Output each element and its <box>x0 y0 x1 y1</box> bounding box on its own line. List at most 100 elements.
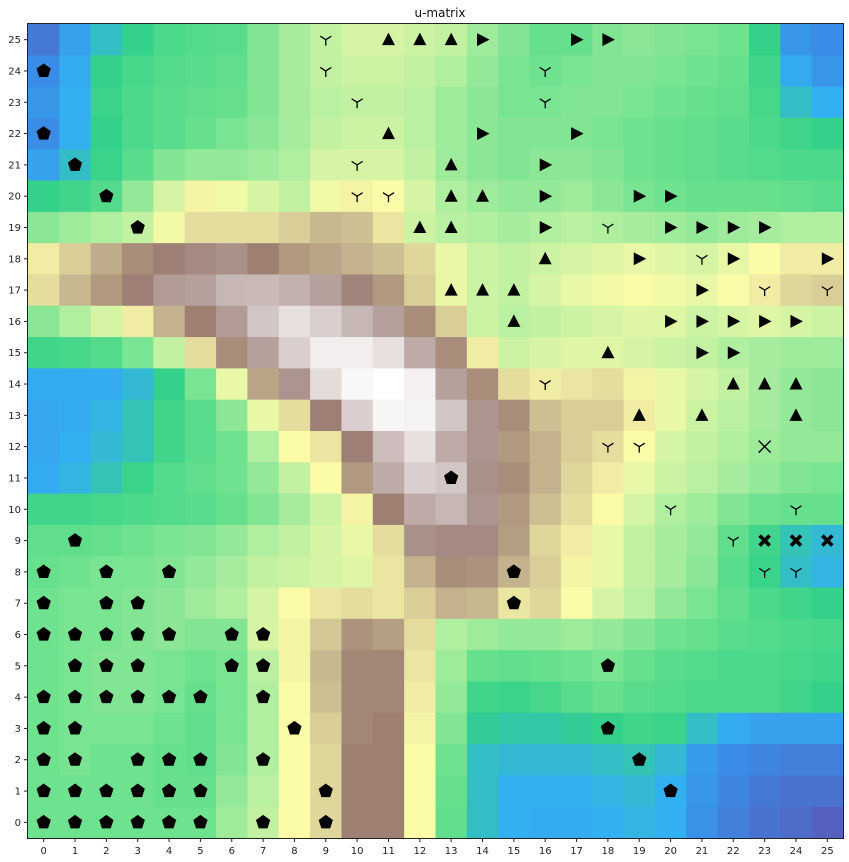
heatmap-cell <box>435 744 468 776</box>
heatmap-cell <box>404 556 437 589</box>
y-tick-label: 2 <box>15 755 21 766</box>
heatmap-cell <box>498 524 531 557</box>
heatmap-cell <box>372 618 405 651</box>
heatmap-cell <box>780 55 813 88</box>
heatmap-cell <box>466 86 499 119</box>
heatmap-cell <box>372 86 405 119</box>
heatmap-cell <box>686 493 719 526</box>
heatmap-cell <box>216 775 249 808</box>
heatmap-cell <box>592 305 625 338</box>
y-tick-label: 6 <box>15 630 21 641</box>
heatmap-cell <box>811 305 844 338</box>
heatmap-cell <box>372 399 405 432</box>
heatmap-cell <box>404 55 437 88</box>
x-tick-label: 8 <box>291 846 297 857</box>
pentagon-marker <box>36 63 51 78</box>
heatmap-cell <box>654 556 687 589</box>
heatmap-cell <box>153 493 186 526</box>
heatmap-cell <box>811 399 844 432</box>
x-tick-label: 24 <box>790 846 803 857</box>
heatmap-cell <box>780 180 813 213</box>
heatmap-cell <box>216 274 249 307</box>
heatmap-cell <box>560 462 593 495</box>
heatmap-cell <box>278 556 311 589</box>
heatmap-cell <box>686 806 719 839</box>
heatmap-cell <box>654 24 687 56</box>
heatmap-cell <box>560 493 593 526</box>
heatmap-cell <box>372 650 405 683</box>
heatmap-cell <box>216 399 249 432</box>
x-tick-label: 13 <box>445 846 458 857</box>
marker-layer <box>36 32 835 829</box>
heatmap-cell <box>623 681 656 714</box>
heatmap-cell <box>686 117 719 150</box>
x-tick-label: 23 <box>758 846 771 857</box>
x-tick-label: 18 <box>602 846 615 857</box>
heatmap-cell <box>560 368 593 401</box>
heatmap-cell <box>404 274 437 307</box>
heatmap-cell <box>654 117 687 150</box>
pentagon-marker <box>99 814 114 829</box>
heatmap-cell <box>592 243 625 276</box>
heatmap-cell <box>529 117 562 150</box>
heatmap-cell <box>592 399 625 432</box>
heatmap-cell <box>90 524 123 557</box>
heatmap-cell <box>623 149 656 182</box>
heatmap-cell <box>216 180 249 213</box>
heatmap-cell <box>560 274 593 307</box>
heatmap-cell <box>404 86 437 119</box>
heatmap-cell <box>372 712 405 745</box>
heatmap-cell <box>466 305 499 338</box>
heatmap-cell <box>686 712 719 745</box>
pentagon-marker <box>67 533 83 547</box>
triangle-up-marker <box>632 408 646 421</box>
heatmap-cell <box>404 243 437 276</box>
tri-down-marker <box>319 66 332 77</box>
heatmap-cell <box>310 180 343 213</box>
pentagon-marker <box>36 595 51 610</box>
heatmap-cell <box>780 274 813 307</box>
heatmap-cell <box>780 86 813 119</box>
heatmap-cell <box>623 556 656 589</box>
triangle-up-marker <box>444 283 458 296</box>
heatmap-cell <box>59 180 92 213</box>
pentagon-marker <box>99 188 114 203</box>
heatmap-cell <box>811 55 844 88</box>
heatmap-cell <box>184 117 217 150</box>
heatmap-cell <box>341 806 374 839</box>
heatmap-cell <box>466 806 499 839</box>
heatmap-cell <box>435 55 468 88</box>
heatmap-cell <box>184 712 217 745</box>
heatmap-cell <box>592 775 625 808</box>
heatmap-cell <box>404 305 437 338</box>
heatmap-cell <box>153 117 186 150</box>
heatmap-cell <box>153 587 186 620</box>
heatmap-cell <box>310 681 343 714</box>
heatmap-cell <box>717 180 750 213</box>
x-tick-label: 20 <box>664 846 677 857</box>
heatmap-cell <box>560 744 593 776</box>
pentagon-marker <box>36 126 51 140</box>
heatmap-cell <box>310 337 343 369</box>
heatmap-cell <box>122 274 154 307</box>
heatmap-cell <box>498 117 531 150</box>
heatmap-cell <box>153 337 186 369</box>
heatmap-cell <box>122 337 154 369</box>
heatmap-cell <box>780 744 813 776</box>
heatmap-cell <box>654 274 687 307</box>
pentagon-marker <box>36 627 51 641</box>
heatmap-cell <box>623 55 656 88</box>
heatmap-cell <box>310 368 343 401</box>
pentagon-marker <box>130 627 145 641</box>
heatmap-cell <box>592 274 625 307</box>
pentagon-marker <box>36 689 51 704</box>
heatmap-cell <box>560 211 593 244</box>
pentagon-marker <box>130 220 145 234</box>
heatmap-cell <box>216 493 249 526</box>
y-tick-label: 11 <box>8 473 21 484</box>
heatmap-cell <box>811 587 844 620</box>
pentagon-marker <box>193 814 208 829</box>
triangle-right-marker <box>602 33 615 47</box>
heatmap-cell <box>654 368 687 401</box>
heatmap-cell <box>310 305 343 338</box>
